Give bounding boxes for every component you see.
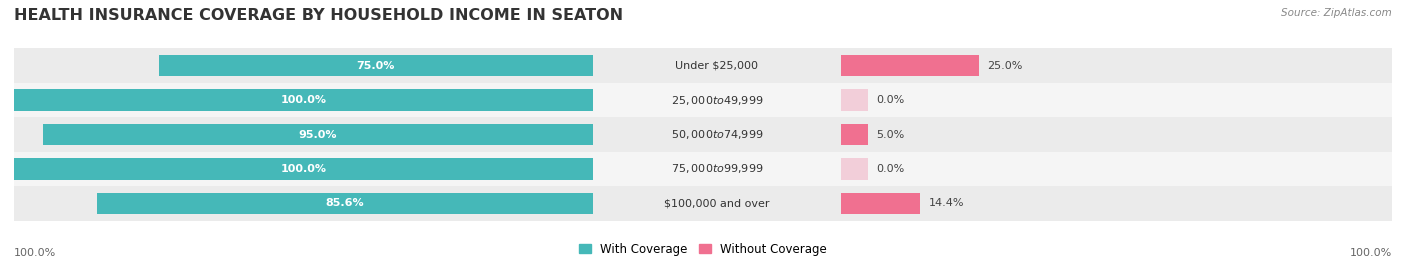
Bar xyxy=(14,48,593,83)
Bar xyxy=(159,55,593,76)
Bar xyxy=(593,152,841,186)
Bar xyxy=(593,186,841,221)
Bar xyxy=(14,117,593,152)
Text: $50,000 to $74,999: $50,000 to $74,999 xyxy=(671,128,763,141)
Bar xyxy=(841,158,869,180)
Bar xyxy=(593,83,841,117)
Text: 14.4%: 14.4% xyxy=(928,198,965,208)
Text: 75.0%: 75.0% xyxy=(357,61,395,71)
Bar xyxy=(44,124,593,145)
Bar xyxy=(593,48,841,83)
Text: $25,000 to $49,999: $25,000 to $49,999 xyxy=(671,94,763,107)
Text: 100.0%: 100.0% xyxy=(280,95,326,105)
Text: Source: ZipAtlas.com: Source: ZipAtlas.com xyxy=(1281,8,1392,18)
Text: $75,000 to $99,999: $75,000 to $99,999 xyxy=(671,162,763,175)
Bar xyxy=(841,117,1392,152)
Bar xyxy=(14,152,593,186)
Text: 95.0%: 95.0% xyxy=(298,129,337,140)
Legend: With Coverage, Without Coverage: With Coverage, Without Coverage xyxy=(574,238,832,260)
Text: Under $25,000: Under $25,000 xyxy=(675,61,758,71)
Text: 100.0%: 100.0% xyxy=(1350,248,1392,258)
Bar xyxy=(841,124,869,145)
Bar xyxy=(14,89,593,111)
Text: 100.0%: 100.0% xyxy=(14,248,56,258)
Bar xyxy=(841,152,1392,186)
Text: $100,000 and over: $100,000 and over xyxy=(664,198,769,208)
Text: 85.6%: 85.6% xyxy=(326,198,364,208)
Bar xyxy=(593,117,841,152)
Bar xyxy=(14,83,593,117)
Bar xyxy=(97,193,593,214)
Bar xyxy=(841,55,979,76)
Bar xyxy=(841,193,920,214)
Text: 100.0%: 100.0% xyxy=(280,164,326,174)
Text: 0.0%: 0.0% xyxy=(876,95,905,105)
Text: 25.0%: 25.0% xyxy=(987,61,1022,71)
Text: 0.0%: 0.0% xyxy=(876,164,905,174)
Bar xyxy=(841,89,869,111)
Text: HEALTH INSURANCE COVERAGE BY HOUSEHOLD INCOME IN SEATON: HEALTH INSURANCE COVERAGE BY HOUSEHOLD I… xyxy=(14,8,623,23)
Text: 5.0%: 5.0% xyxy=(876,129,905,140)
Bar xyxy=(841,83,1392,117)
Bar xyxy=(841,186,1392,221)
Bar xyxy=(14,186,593,221)
Bar xyxy=(841,48,1392,83)
Bar xyxy=(14,158,593,180)
